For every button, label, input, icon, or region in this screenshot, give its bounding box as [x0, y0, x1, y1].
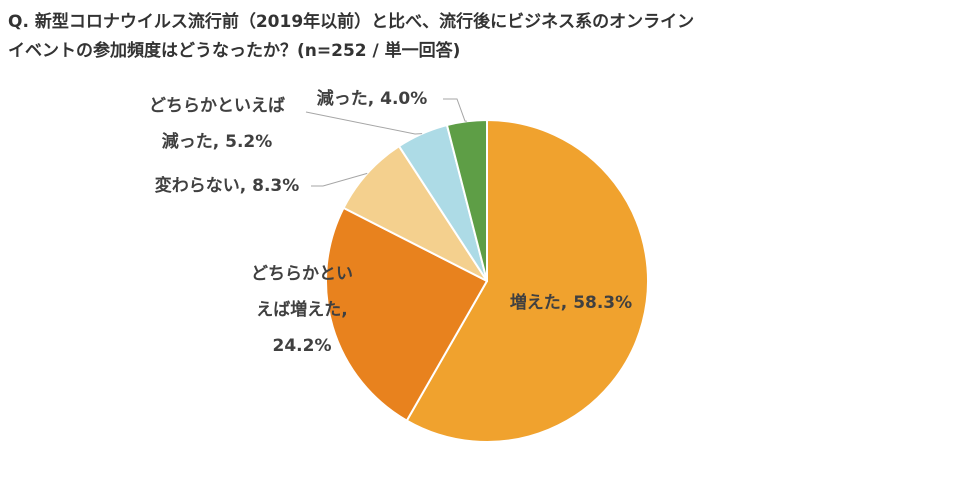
- slice-label: えば増えた,: [256, 299, 347, 320]
- leader-line: [443, 98, 467, 122]
- slice-label: 変わらない, 8.3%: [155, 175, 300, 196]
- slice-label: 減った, 4.0%: [317, 88, 428, 109]
- pie-slices: [325, 119, 649, 443]
- slice-label: 24.2%: [273, 336, 332, 356]
- chart-title: Q. 新型コロナウイルス流行前（2019年以前）と比べ、流行後にビジネス系のオン…: [8, 11, 694, 61]
- slice-label: どちらかといえば: [149, 96, 285, 116]
- slice-label: どちらかとい: [251, 264, 353, 284]
- slice-label: 増えた, 58.3%: [510, 292, 632, 313]
- chart-title-line: イベントの参加頻度はどうなったか？(n=252 / 単一回答): [8, 40, 460, 61]
- slice-label: 減った, 5.2%: [162, 131, 273, 152]
- chart-title-line: Q. 新型コロナウイルス流行前（2019年以前）と比べ、流行後にビジネス系のオン…: [8, 11, 694, 32]
- leader-lines: [305, 98, 467, 187]
- leader-line: [311, 172, 368, 187]
- leader-line: [305, 111, 423, 135]
- pie-slice: [445, 119, 488, 282]
- pie-slice: [405, 119, 649, 443]
